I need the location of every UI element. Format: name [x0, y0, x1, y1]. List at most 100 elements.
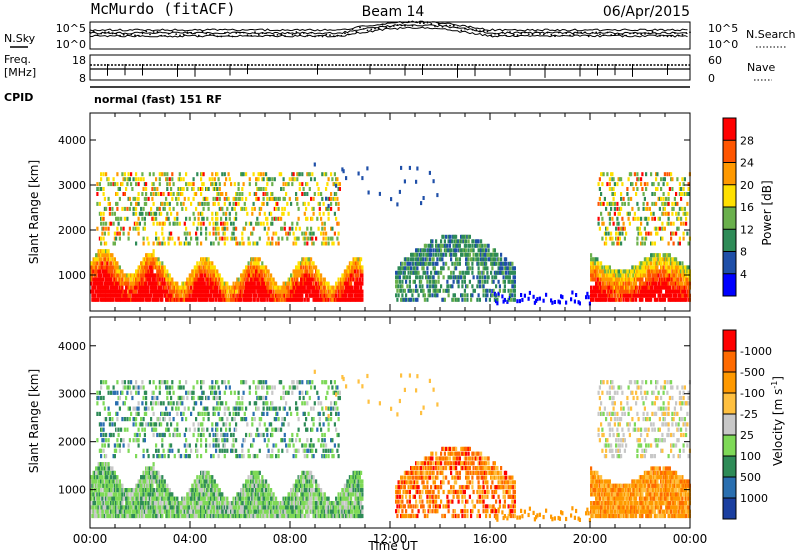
power-cell: [317, 187, 320, 191]
power-cell: [295, 277, 298, 282]
power-cell: [451, 234, 454, 239]
noise-search-point: [445, 24, 448, 27]
power-cell: [116, 293, 119, 298]
power-cell: [413, 252, 416, 257]
power-cell: [302, 265, 305, 270]
noise-search-point: [565, 32, 568, 34]
velocity-cell: [117, 432, 120, 438]
power-cell: [665, 293, 668, 298]
power-cell: [558, 300, 561, 305]
velocity-cell: [111, 496, 114, 501]
power-cell: [446, 284, 449, 289]
power-cell: [140, 293, 143, 298]
power-cell: [462, 239, 465, 244]
power-cell: [308, 273, 311, 278]
power-cell: [601, 216, 604, 221]
velocity-cell: [91, 479, 94, 484]
velocity-cell: [111, 513, 114, 519]
power-cell: [216, 192, 219, 196]
power-cell: [171, 177, 174, 182]
power-cell: [151, 285, 154, 290]
colorbar-swatch: [723, 162, 736, 185]
power-cell: [182, 187, 185, 191]
power-cell: [182, 177, 185, 182]
power-cell: [266, 182, 269, 187]
power-cell: [125, 297, 128, 302]
power-cell: [412, 297, 415, 302]
power-cell: [211, 269, 214, 274]
power-cell: [455, 248, 458, 253]
power-cell: [107, 182, 110, 187]
power-cell: [150, 253, 153, 258]
power-cell: [625, 293, 628, 298]
power-cell: [447, 266, 450, 271]
power-cell: [642, 289, 645, 294]
power-cell: [332, 293, 335, 298]
velocity-cell: [102, 438, 105, 443]
power-cell: [467, 234, 470, 239]
power-cell: [648, 297, 651, 302]
power-cell: [503, 297, 506, 302]
power-cell: [616, 285, 619, 290]
power-cell: [188, 216, 191, 221]
power-cell: [621, 216, 624, 221]
power-cell: [320, 289, 323, 294]
power-cell: [305, 265, 308, 270]
velocity-cell: [108, 505, 111, 510]
power-cell: [623, 226, 626, 231]
power-cell: [146, 273, 149, 278]
power-cell: [180, 241, 183, 246]
power-cell: [188, 281, 191, 286]
power-cell: [196, 261, 199, 266]
power-cell: [626, 269, 629, 274]
velocity-cell: [103, 501, 106, 506]
power-cell: [160, 289, 163, 294]
power-cell: [662, 201, 665, 206]
power-cell: [486, 243, 489, 248]
power-cell: [251, 257, 254, 262]
power-cell: [206, 285, 209, 290]
power-cell: [656, 273, 659, 278]
power-cell: [106, 257, 109, 262]
power-cell: [410, 257, 413, 262]
power-cell: [255, 277, 258, 282]
velocity-cell: [138, 488, 141, 493]
power-cell: [298, 285, 301, 290]
power-cell: [176, 192, 179, 196]
power-cell: [481, 248, 484, 253]
power-cell: [450, 252, 453, 257]
power-cell: [267, 273, 270, 278]
power-cell: [497, 261, 500, 266]
power-cell: [172, 293, 175, 298]
velocity-cell: [103, 466, 106, 471]
power-cell: [195, 281, 198, 286]
power-cell: [611, 289, 614, 294]
power-cell: [477, 293, 480, 298]
power-cell: [152, 201, 155, 206]
power-cell: [611, 216, 614, 221]
power-cell: [201, 269, 204, 274]
velocity-cell: [115, 448, 118, 453]
velocity-cell: [120, 496, 123, 501]
power-cell: [252, 297, 255, 302]
power-cell: [152, 241, 155, 246]
velocity-cell: [108, 483, 111, 488]
power-cell: [670, 231, 673, 236]
power-cell: [215, 221, 218, 226]
power-cell: [240, 285, 243, 290]
power-cell: [647, 261, 650, 266]
velocity-cell: [123, 505, 126, 510]
power-cell: [437, 288, 440, 293]
power-cell: [327, 196, 330, 201]
power-cell: [348, 289, 351, 294]
noise-search-point: [509, 31, 511, 33]
power-cell: [412, 257, 415, 262]
power-cell: [601, 273, 604, 278]
power-cell: [326, 281, 329, 286]
power-cell: [630, 269, 633, 274]
date-title: 06/Apr/2015: [603, 4, 690, 20]
power-cell: [252, 273, 255, 278]
velocity-cell: [102, 466, 105, 471]
power-cell: [310, 285, 313, 290]
power-cell: [438, 288, 441, 293]
